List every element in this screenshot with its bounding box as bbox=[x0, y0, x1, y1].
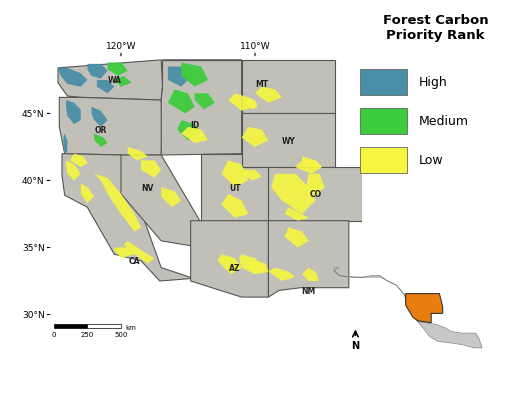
Polygon shape bbox=[58, 69, 88, 87]
Polygon shape bbox=[168, 67, 188, 87]
Polygon shape bbox=[66, 101, 81, 125]
Polygon shape bbox=[268, 268, 295, 281]
Polygon shape bbox=[244, 98, 258, 110]
Polygon shape bbox=[66, 161, 81, 181]
Polygon shape bbox=[302, 157, 322, 168]
Polygon shape bbox=[268, 221, 349, 297]
Text: N: N bbox=[351, 340, 360, 350]
Text: High: High bbox=[419, 75, 448, 88]
Polygon shape bbox=[177, 121, 202, 141]
Polygon shape bbox=[94, 134, 108, 147]
Polygon shape bbox=[191, 221, 268, 297]
Text: 30°N: 30°N bbox=[22, 310, 45, 319]
Text: CA: CA bbox=[129, 257, 140, 266]
Polygon shape bbox=[228, 94, 255, 111]
Polygon shape bbox=[59, 98, 163, 156]
Bar bbox=[88, 324, 121, 328]
Polygon shape bbox=[163, 61, 335, 121]
Polygon shape bbox=[88, 65, 108, 79]
Polygon shape bbox=[248, 261, 268, 275]
Polygon shape bbox=[202, 154, 268, 221]
Polygon shape bbox=[181, 128, 208, 144]
Text: NM: NM bbox=[301, 286, 316, 295]
Text: ID: ID bbox=[190, 120, 200, 129]
Polygon shape bbox=[124, 241, 154, 264]
Polygon shape bbox=[271, 174, 316, 215]
Polygon shape bbox=[58, 61, 163, 101]
Text: UT: UT bbox=[229, 183, 241, 192]
Polygon shape bbox=[222, 161, 248, 188]
Text: 250: 250 bbox=[81, 331, 94, 337]
Bar bbox=[54, 324, 88, 328]
Text: 110°W: 110°W bbox=[240, 43, 270, 51]
Text: OR: OR bbox=[94, 126, 107, 135]
Polygon shape bbox=[114, 248, 134, 258]
Polygon shape bbox=[255, 87, 282, 103]
Polygon shape bbox=[108, 63, 128, 77]
Polygon shape bbox=[306, 174, 325, 197]
Polygon shape bbox=[141, 161, 161, 178]
Text: WA: WA bbox=[107, 76, 121, 85]
Polygon shape bbox=[97, 81, 114, 94]
Bar bbox=[360, 109, 407, 134]
Polygon shape bbox=[161, 61, 242, 156]
Text: AZ: AZ bbox=[229, 264, 240, 273]
Polygon shape bbox=[195, 94, 215, 110]
Polygon shape bbox=[64, 134, 67, 154]
Polygon shape bbox=[239, 255, 266, 275]
Polygon shape bbox=[128, 147, 148, 161]
Polygon shape bbox=[114, 77, 132, 87]
Polygon shape bbox=[302, 268, 319, 281]
Polygon shape bbox=[242, 128, 268, 147]
Polygon shape bbox=[268, 168, 362, 221]
Polygon shape bbox=[161, 188, 181, 208]
Polygon shape bbox=[406, 294, 443, 323]
Polygon shape bbox=[70, 154, 88, 168]
Text: WY: WY bbox=[281, 136, 296, 145]
Polygon shape bbox=[94, 174, 141, 232]
Text: km: km bbox=[125, 324, 136, 330]
Polygon shape bbox=[168, 90, 195, 114]
Polygon shape bbox=[295, 161, 322, 174]
Text: CO: CO bbox=[309, 190, 321, 199]
Text: NV: NV bbox=[142, 183, 154, 192]
Bar bbox=[360, 148, 407, 173]
Polygon shape bbox=[242, 171, 262, 181]
Polygon shape bbox=[181, 63, 208, 87]
Polygon shape bbox=[242, 114, 335, 168]
Text: Low: Low bbox=[419, 153, 444, 166]
Polygon shape bbox=[62, 154, 193, 281]
Text: Forest Carbon
Priority Rank: Forest Carbon Priority Rank bbox=[383, 14, 489, 42]
Text: 500: 500 bbox=[114, 331, 128, 337]
Text: Medium: Medium bbox=[419, 114, 469, 127]
Polygon shape bbox=[334, 268, 482, 348]
Polygon shape bbox=[285, 228, 309, 248]
Polygon shape bbox=[222, 194, 248, 218]
Text: 35°N: 35°N bbox=[22, 243, 45, 252]
Text: MT: MT bbox=[255, 80, 268, 89]
Polygon shape bbox=[217, 255, 242, 275]
Polygon shape bbox=[81, 184, 94, 204]
Text: 0: 0 bbox=[51, 331, 56, 337]
Polygon shape bbox=[121, 156, 202, 248]
Text: 45°N: 45°N bbox=[22, 110, 45, 119]
Text: 120°W: 120°W bbox=[106, 43, 136, 51]
Text: 40°N: 40°N bbox=[22, 177, 45, 185]
Bar bbox=[360, 70, 407, 96]
Polygon shape bbox=[91, 107, 108, 128]
Polygon shape bbox=[285, 208, 309, 221]
